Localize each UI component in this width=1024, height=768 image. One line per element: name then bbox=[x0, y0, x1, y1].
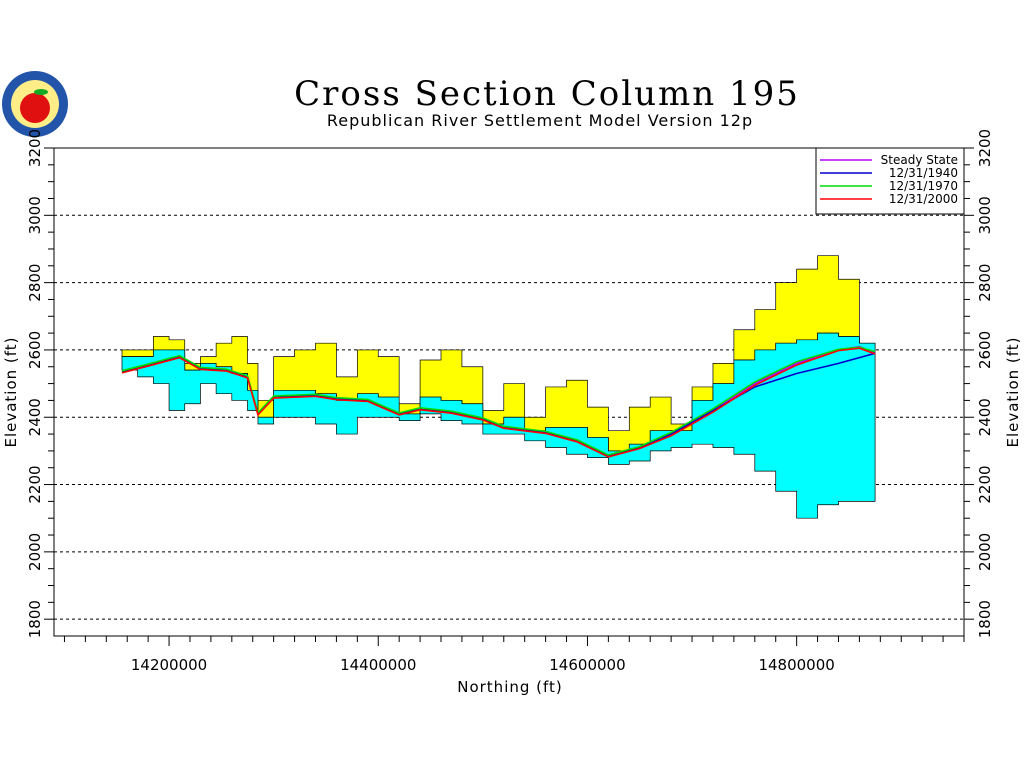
y-tick-label-left: 3000 bbox=[26, 196, 44, 234]
y-tick-label-right: 2200 bbox=[976, 465, 994, 503]
y-tick-label-left: 2400 bbox=[26, 398, 44, 436]
axes: 14200000 14400000 14600000 14800000 1800 1800… bbox=[26, 129, 994, 674]
y-axis-title-left: Elevation (ft) bbox=[2, 336, 20, 447]
plot-frame bbox=[53, 147, 965, 637]
y-tick-label-right: 1800 bbox=[976, 600, 994, 638]
x-tick-label: 14600000 bbox=[549, 656, 625, 674]
leaf-icon bbox=[34, 89, 48, 95]
x-tick-label: 14200000 bbox=[131, 656, 207, 674]
series-line-3 bbox=[121, 347, 876, 458]
y-tick-label-left: 2800 bbox=[26, 264, 44, 302]
y-tick-label-left: 2200 bbox=[26, 465, 44, 503]
legend-box bbox=[815, 147, 965, 215]
y-tick-label-right: 2800 bbox=[976, 264, 994, 302]
y-tick-label-left: 1800 bbox=[26, 600, 44, 638]
x-axis-title: Northing (ft) bbox=[457, 678, 563, 696]
y-axis-title-right: Elevation (ft) bbox=[1004, 336, 1022, 447]
series-line-2 bbox=[121, 346, 876, 456]
legend-label: 12/31/1970 bbox=[889, 179, 958, 193]
y-tick-label-left: 2600 bbox=[26, 331, 44, 369]
legend-label: Steady State bbox=[881, 153, 958, 167]
x-tick-label: 14800000 bbox=[758, 656, 834, 674]
legend: Steady State12/31/194012/31/197012/31/20… bbox=[815, 147, 965, 215]
y-tick-label-left: 2000 bbox=[26, 533, 44, 571]
y-tick-label-right: 2600 bbox=[976, 331, 994, 369]
seal-logo bbox=[2, 71, 68, 137]
x-tick-label: 14400000 bbox=[340, 656, 416, 674]
layer-fills bbox=[121, 255, 876, 519]
y-tick-label-right: 3000 bbox=[976, 196, 994, 234]
legend-items: Steady State12/31/194012/31/197012/31/20… bbox=[820, 153, 958, 206]
y-tick-label-left: 3200 bbox=[26, 129, 44, 167]
chart-title: Cross Section Column 195 bbox=[294, 74, 800, 114]
apple-icon bbox=[20, 93, 50, 123]
y-tick-label-right: 2400 bbox=[976, 398, 994, 436]
series-line-1 bbox=[121, 352, 876, 457]
y-tick-label-right: 2000 bbox=[976, 533, 994, 571]
legend-label: 12/31/2000 bbox=[889, 192, 958, 206]
chart-subtitle: Republican River Settlement Model Versio… bbox=[327, 111, 753, 130]
y-tick-label-right: 3200 bbox=[976, 129, 994, 167]
legend-label: 12/31/1940 bbox=[889, 166, 958, 180]
head-series bbox=[121, 345, 876, 458]
